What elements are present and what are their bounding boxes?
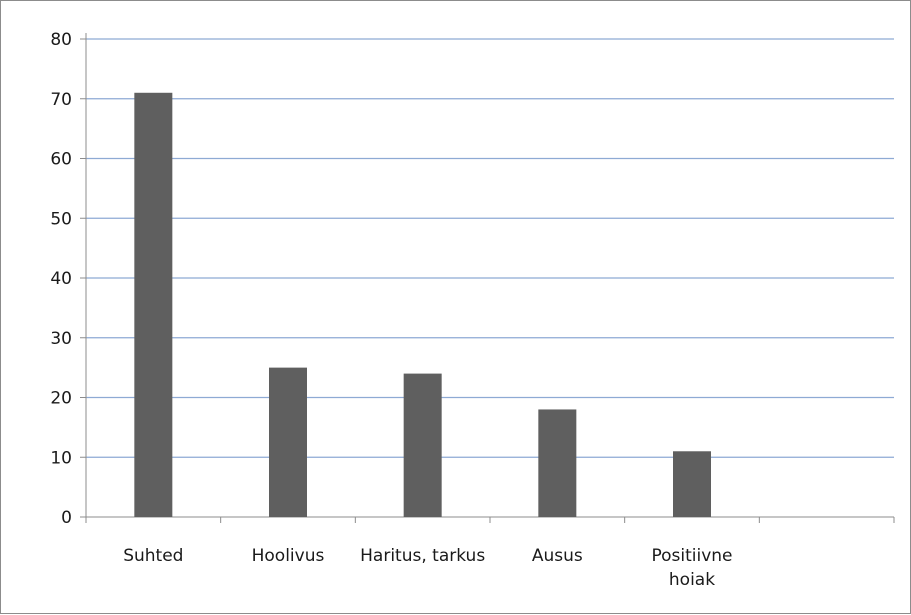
bar-suhted — [134, 92, 173, 518]
y-tick-label: 20 — [50, 389, 72, 409]
y-tick-label: 30 — [50, 329, 72, 349]
x-category-label: Positiivne — [651, 546, 732, 566]
bar-positiivne-hoiak — [673, 451, 711, 517]
y-tick-label: 70 — [50, 90, 72, 110]
y-tick-label: 40 — [50, 269, 72, 289]
gridlines — [86, 38, 894, 458]
bar-ausus — [538, 409, 577, 517]
x-category-label: hoiak — [669, 570, 715, 590]
x-category-label: Haritus, tarkus — [360, 546, 485, 566]
y-tick-label: 60 — [50, 150, 72, 170]
y-tick-label: 50 — [50, 209, 72, 229]
x-category-label: Suhted — [123, 546, 183, 566]
y-tick-label: 80 — [50, 30, 72, 50]
x-axis-labels: Suhted Hoolivus Haritus, tarkus Ausus Positi… — [123, 546, 732, 590]
y-tick-label: 10 — [50, 448, 72, 468]
bar-haritus-tarkus — [403, 373, 442, 517]
x-category-label: Ausus — [532, 546, 583, 566]
y-axis-ticks: 0 10 20 30 40 50 60 70 80 — [50, 30, 86, 528]
bars — [134, 92, 711, 518]
axes — [85, 33, 895, 523]
bar-hoolivus — [269, 367, 307, 517]
x-category-label: Hoolivus — [252, 546, 325, 566]
y-tick-label: 0 — [61, 508, 72, 528]
